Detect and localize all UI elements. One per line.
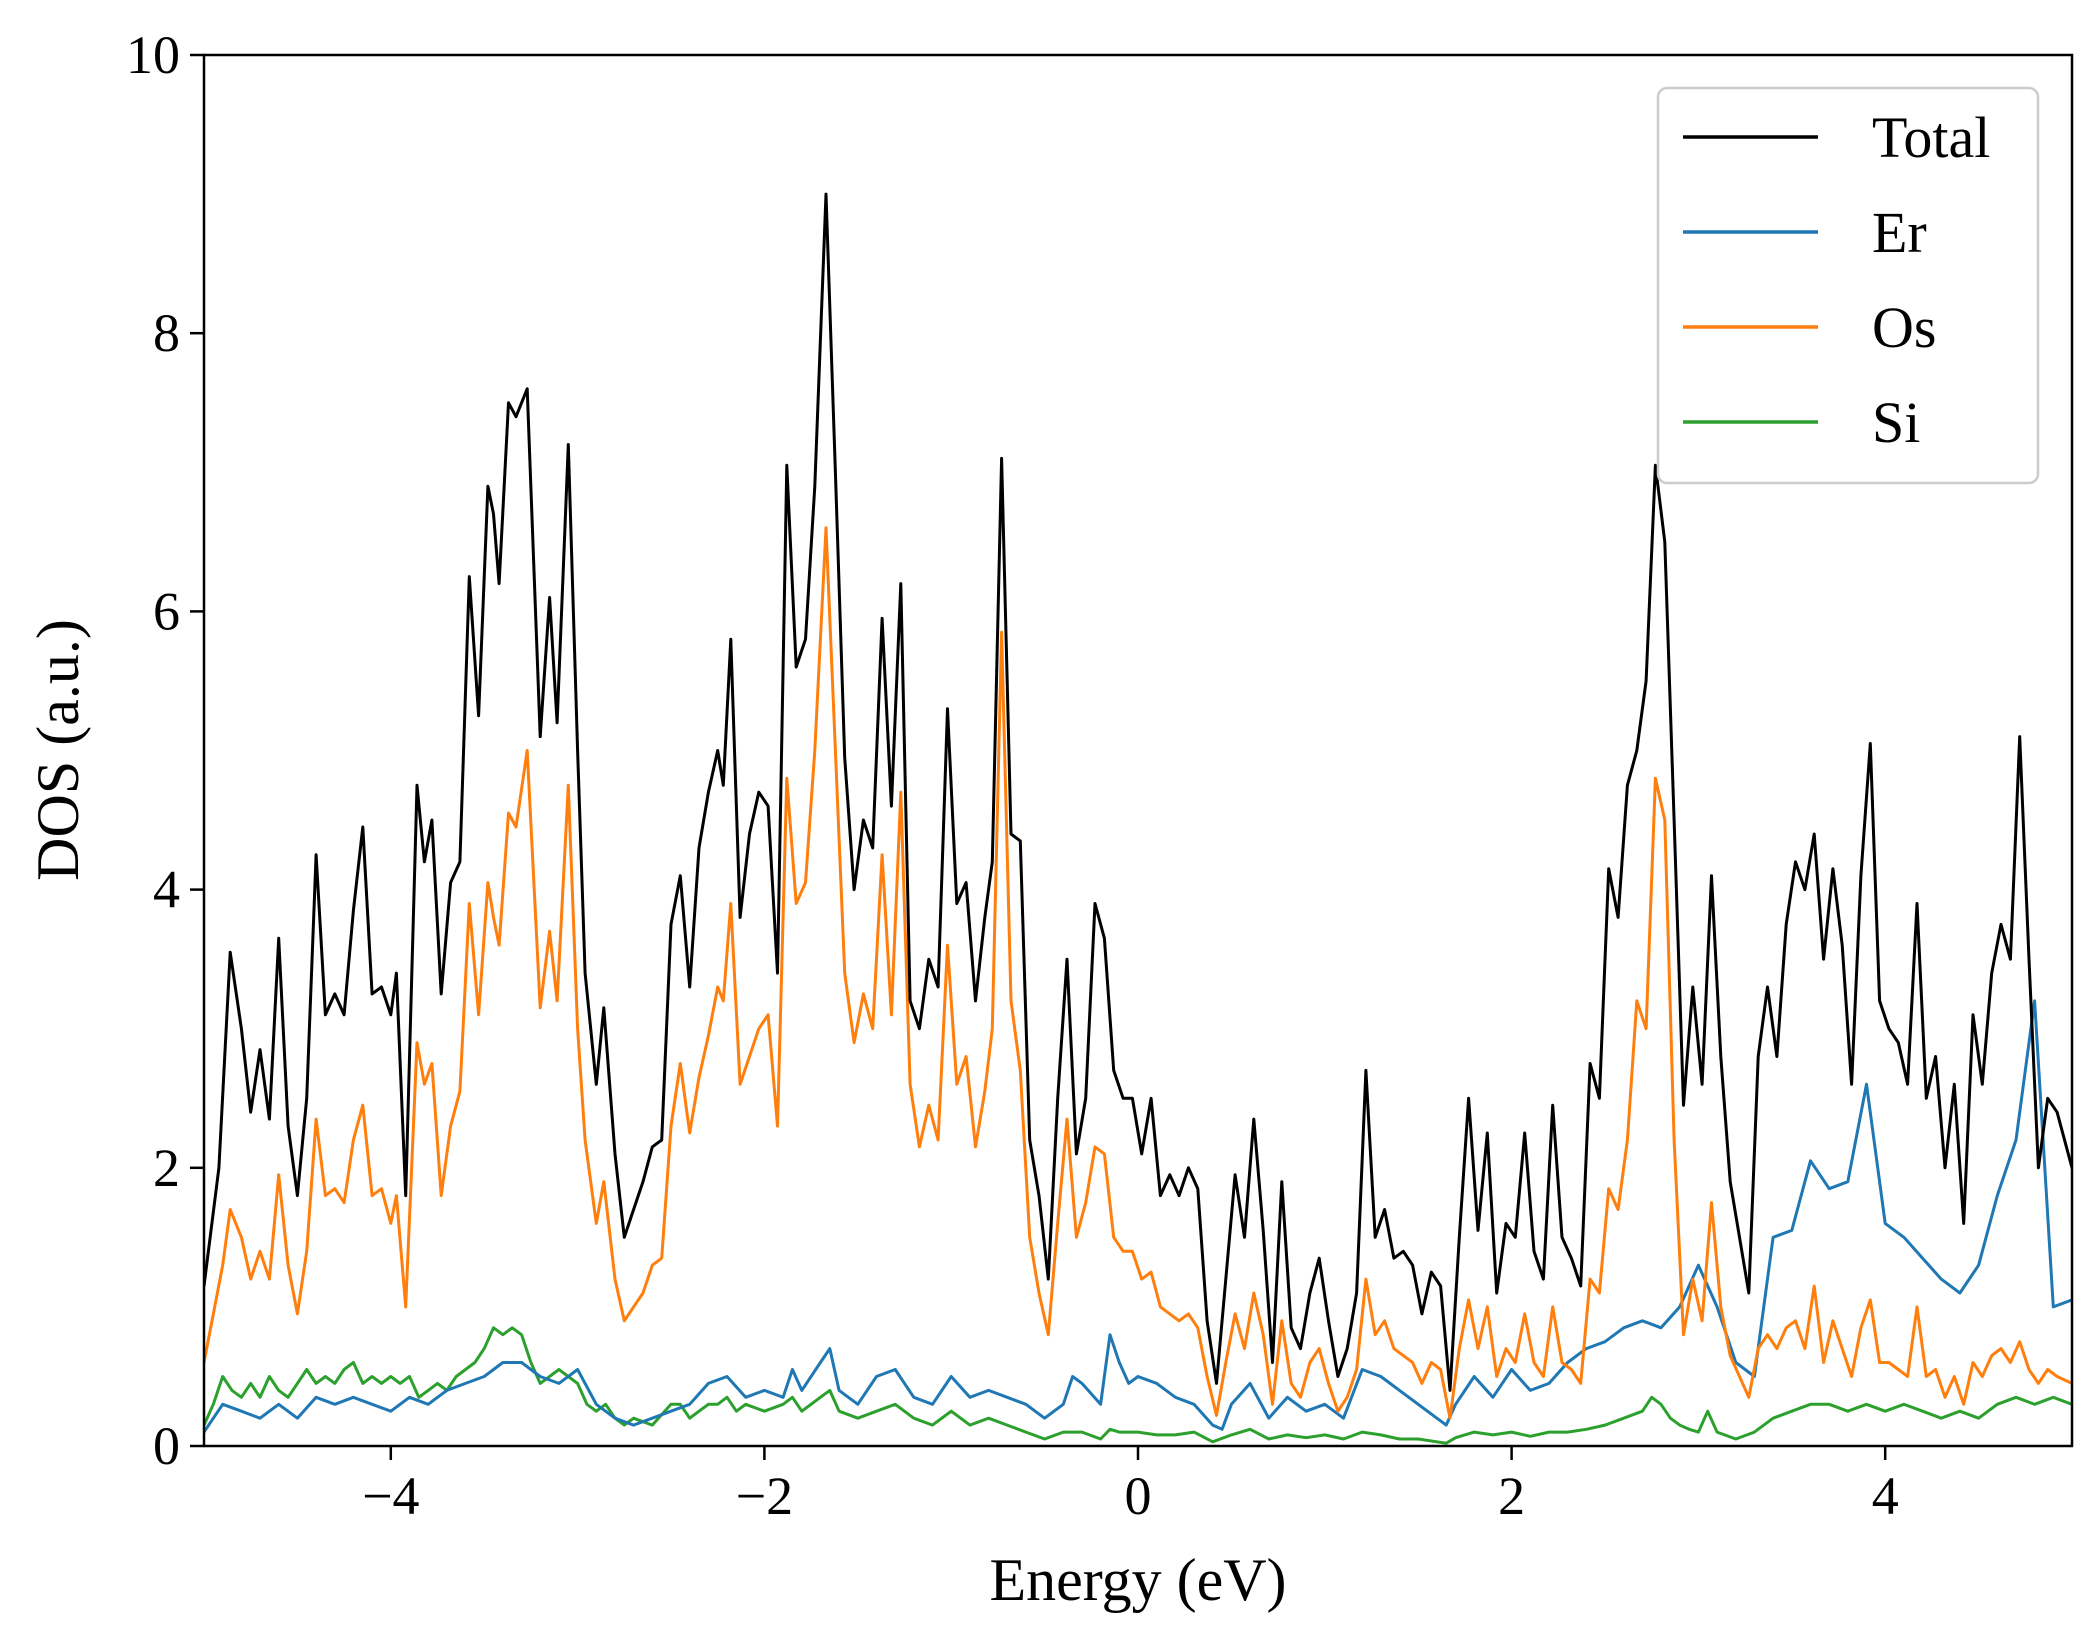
legend-items: Total Er Os Si [1683,105,1990,455]
legend-label-si: Si [1872,390,1920,455]
series-line-er [204,999,2072,1434]
series-layer [204,192,2072,1445]
y-axis-label: DOS (a.u.) [25,619,91,881]
x-tick-label: −2 [736,1466,793,1526]
series-line-os [204,526,2072,1420]
legend-label-er: Er [1872,200,1927,265]
y-tick-label: 6 [153,581,180,641]
x-tick-label: 0 [1125,1466,1152,1526]
x-tick-label: −4 [362,1466,419,1526]
y-tick-label: 0 [153,1416,180,1476]
series-line-total [204,192,2072,1392]
legend-label-os: Os [1872,295,1936,360]
series-line-si [204,1326,2072,1445]
y-tick-label: 4 [153,860,180,920]
x-tick-label: 2 [1498,1466,1525,1526]
legend-label-total: Total [1872,105,1990,170]
y-tick-label: 8 [153,303,180,363]
y-tick-label: 2 [153,1138,180,1198]
x-tick-label: 4 [1872,1466,1899,1526]
y-tick-label: 10 [126,25,180,85]
legend: Total Er Os Si [1656,86,2040,485]
x-axis-ticks: −4 −2 0 2 4 [362,1446,1899,1526]
y-axis-ticks: 0 2 4 6 8 10 [126,25,204,1476]
x-axis-label: Energy (eV) [989,1547,1286,1613]
legend-box [1656,86,2040,485]
